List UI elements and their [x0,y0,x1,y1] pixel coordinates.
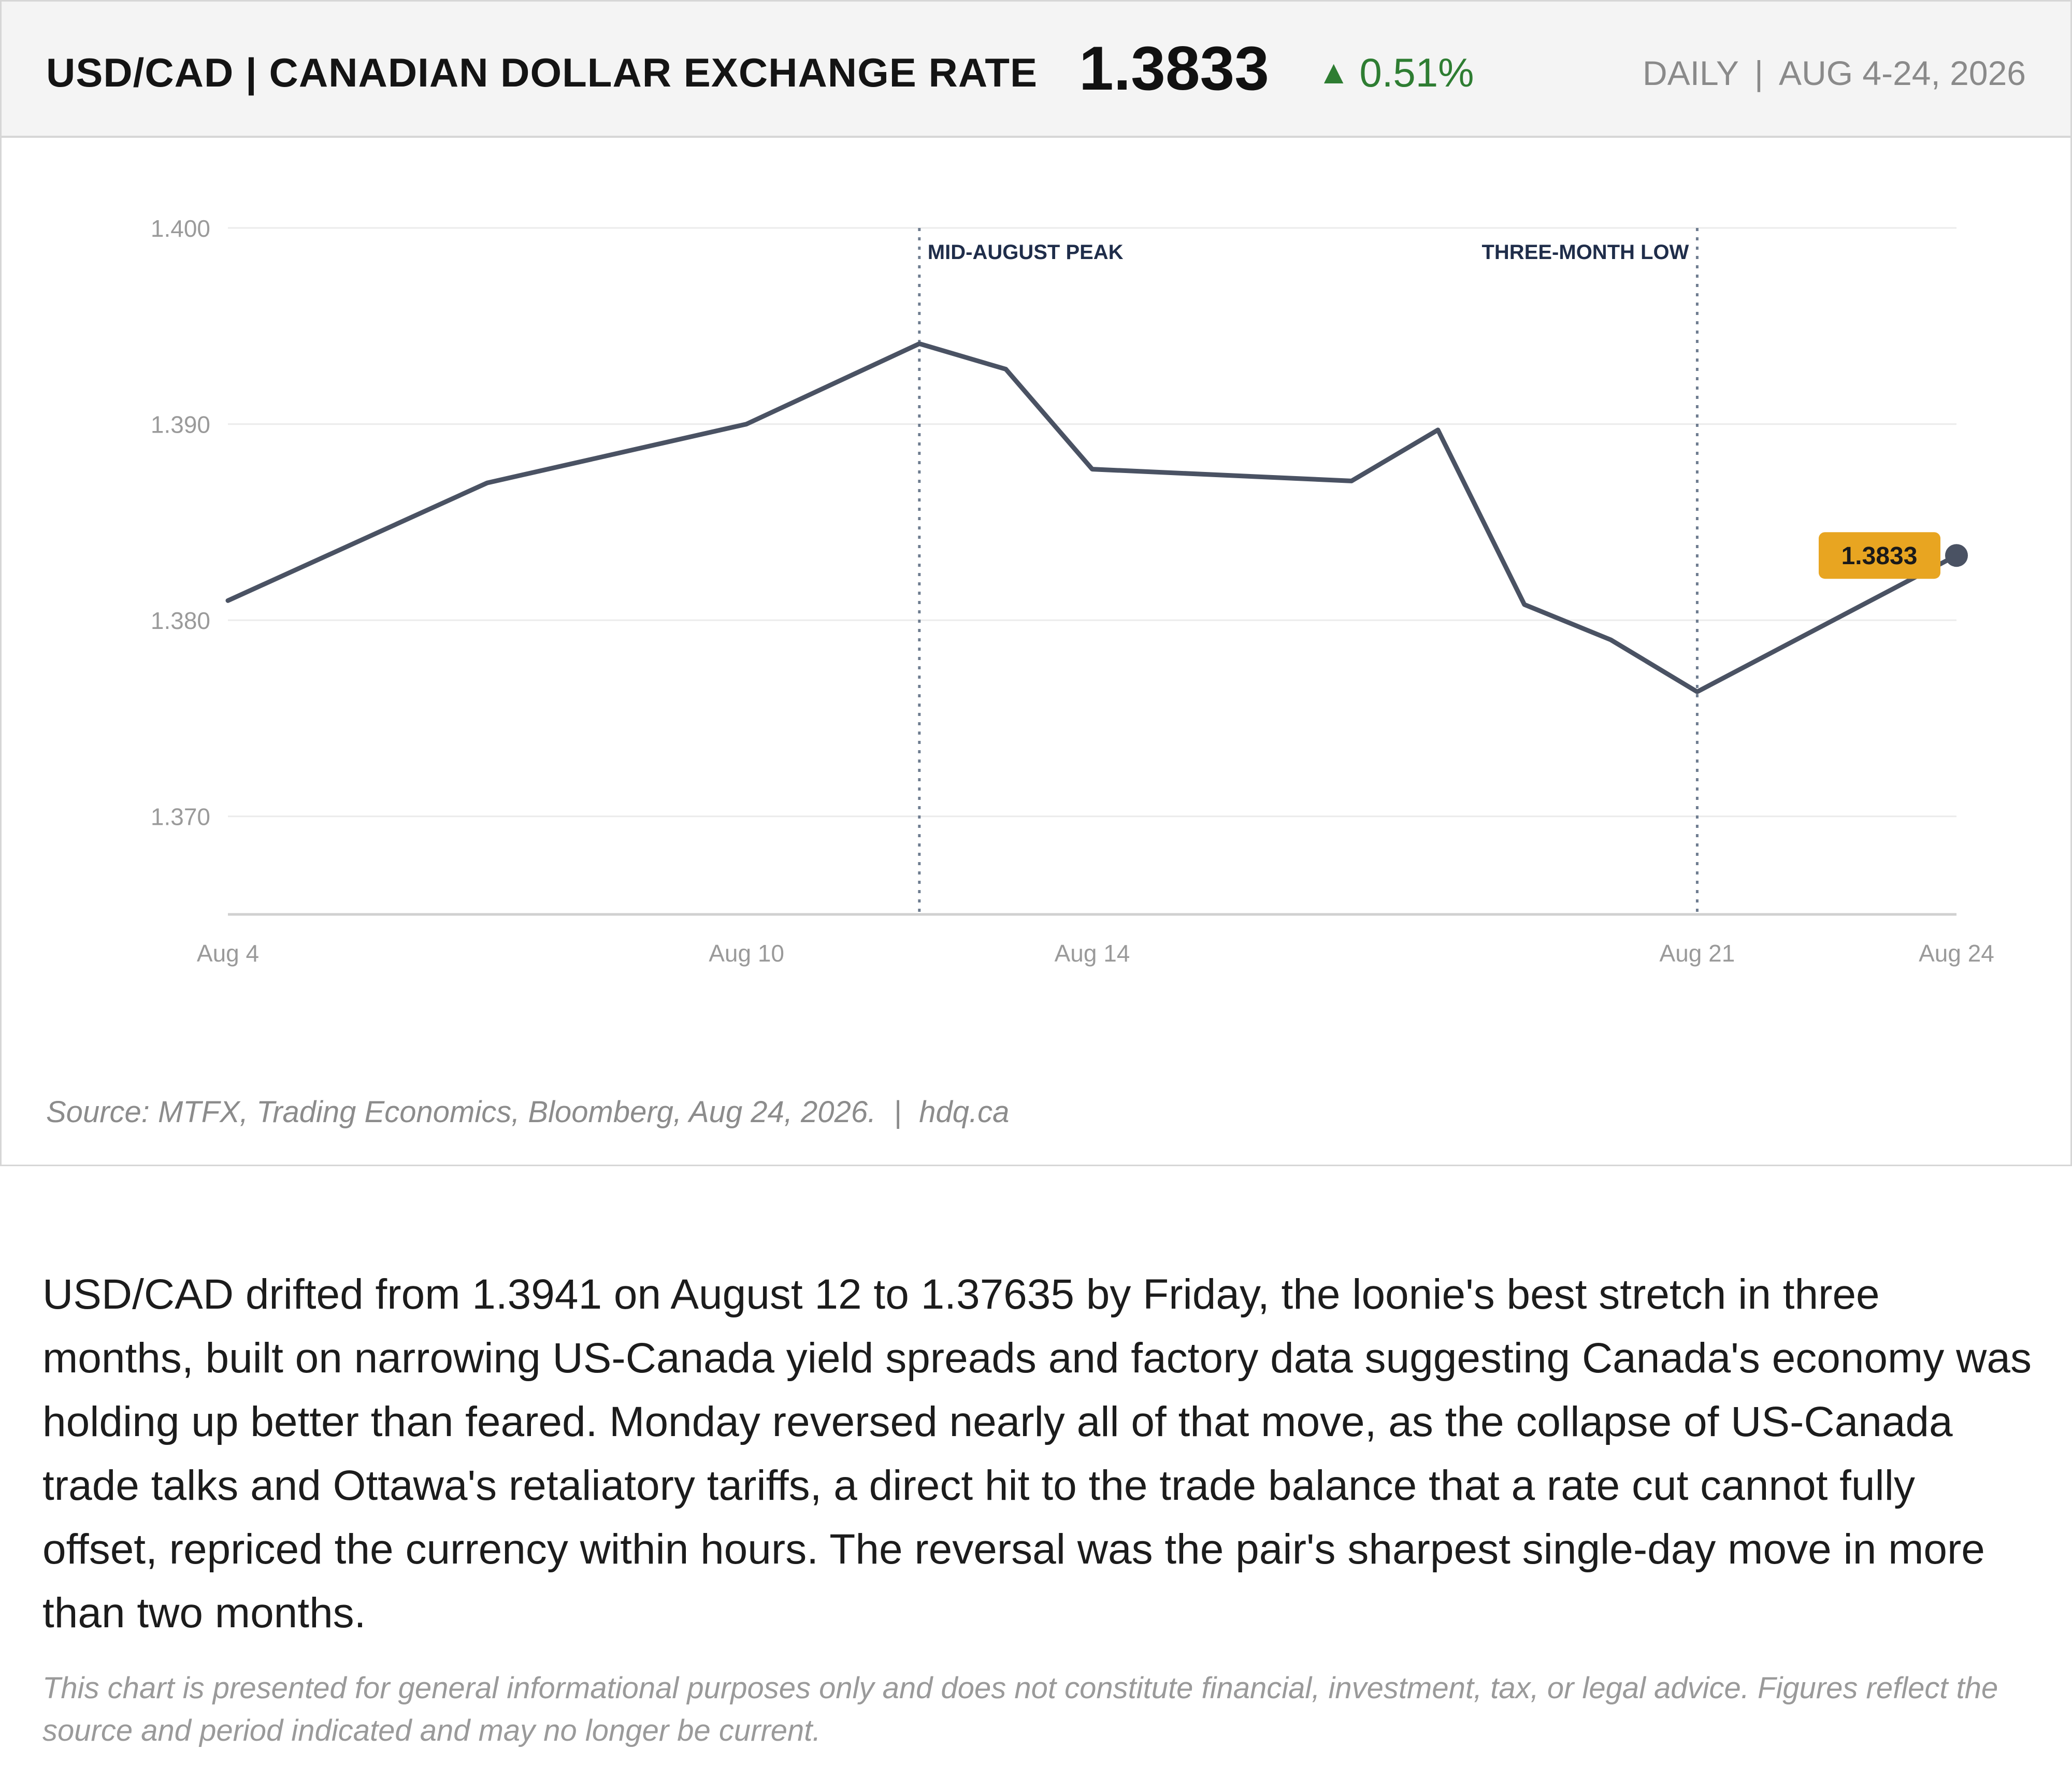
source-separator: | [894,1095,902,1129]
chart-header: USD/CAD | CANADIAN DOLLAR EXCHANGE RATE … [2,2,2070,138]
last-value-dot [1945,544,1968,567]
date-range: AUG 4-24, 2026 [1779,54,2026,92]
frequency-label: DAILY [1643,54,1739,92]
chart-title: USD/CAD | CANADIAN DOLLAR EXCHANGE RATE [46,50,1038,95]
up-arrow-icon: ▲ [1317,53,1350,91]
change-percent: 0.51% [1359,50,1474,95]
y-tick-label: 1.370 [151,804,210,830]
last-value-label: 1.3833 [1841,542,1918,570]
last-value-callout [1819,532,1940,579]
x-tick-label: Aug 24 [1919,940,1994,967]
period-info: DAILY | AUG 4-24, 2026 [1643,53,2026,93]
disclaimer-text: This chart is presented for general info… [42,1671,1998,1747]
y-tick-label: 1.390 [151,411,210,438]
x-tick-label: Aug 14 [1055,940,1130,967]
commentary-paragraph: USD/CAD drifted from 1.3941 on August 12… [42,1271,2032,1637]
annotation-label: THREE-MONTH LOW [1481,241,1689,264]
series-line [225,341,1959,694]
current-price: 1.3833 [1079,34,1270,103]
annotation-label: MID-AUGUST PEAK [928,241,1124,264]
source-site: hdq.ca [919,1095,1010,1129]
line-chart: 1.400 1.390 1.380 1.370 Aug 4 Aug 10 Aug 14 Aug… [151,215,1994,967]
price-change: ▲ 0.51% [1317,49,1474,96]
x-tick-label: Aug 21 [1660,940,1735,967]
period-separator: | [1754,54,1764,92]
y-tick-label: 1.380 [151,607,210,634]
chart-card: USD/CAD | CANADIAN DOLLAR EXCHANGE RATE … [0,0,2072,1166]
y-tick-label: 1.400 [151,215,210,242]
x-tick-label: Aug 4 [197,940,259,967]
source-text: Source: MTFX, Trading Economics, Bloombe… [46,1095,876,1129]
source-note: Source: MTFX, Trading Economics, Bloombe… [46,1095,1009,1129]
x-tick-label: Aug 10 [709,940,784,967]
